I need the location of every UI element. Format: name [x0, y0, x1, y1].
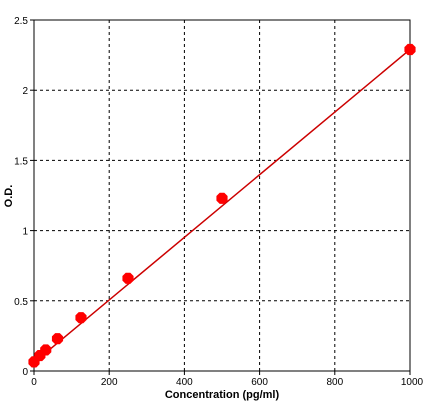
- axis-layer: 0 200 400 600 800 1000 0 0.5 1 1.5 2 2.5: [14, 16, 423, 388]
- fit-line: [33, 48, 411, 364]
- y-tick-label: 1.5: [14, 156, 28, 167]
- y-tick-label: 2: [22, 86, 28, 97]
- x-tick-label: 600: [251, 377, 268, 388]
- plot-frame: [33, 19, 411, 372]
- data-point: [216, 192, 228, 204]
- y-tick-label: 2.5: [14, 16, 28, 27]
- grid-layer: [34, 20, 410, 371]
- x-tick-label: 800: [326, 377, 343, 388]
- series-layer: [28, 43, 416, 368]
- x-tick-label: 0: [31, 377, 37, 388]
- data-point: [75, 312, 87, 324]
- data-point: [404, 43, 416, 56]
- y-axis-label: O.D.: [3, 185, 15, 208]
- x-tick-label: 1000: [401, 377, 424, 388]
- x-tick-label: 400: [176, 377, 193, 388]
- x-tick-label: 200: [101, 377, 118, 388]
- label-layer: Concentration (pg/ml) O.D.: [3, 185, 279, 401]
- data-point: [122, 272, 134, 284]
- x-axis-label: Concentration (pg/ml): [165, 389, 280, 401]
- y-tick-label: 1: [22, 227, 28, 238]
- y-tick-label: 0.5: [14, 297, 28, 308]
- y-tick-label: 0: [22, 367, 28, 378]
- data-point: [40, 344, 52, 356]
- data-point: [51, 333, 64, 345]
